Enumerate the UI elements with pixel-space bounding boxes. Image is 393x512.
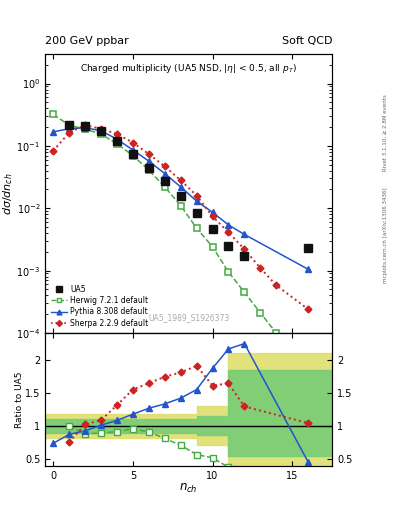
X-axis label: $n_{ch}$: $n_{ch}$ bbox=[179, 482, 198, 495]
Legend: UA5, Herwig 7.2.1 default, Pythia 8.308 default, Sherpa 2.2.9 default: UA5, Herwig 7.2.1 default, Pythia 8.308 … bbox=[49, 283, 150, 329]
Text: Rivet 3.1.10, ≥ 2.8M events: Rivet 3.1.10, ≥ 2.8M events bbox=[383, 95, 388, 172]
Text: UA5_1989_S1926373: UA5_1989_S1926373 bbox=[148, 313, 229, 322]
Text: 200 GeV ppbar: 200 GeV ppbar bbox=[45, 36, 129, 46]
Y-axis label: $d\sigma/dn_{ch}$: $d\sigma/dn_{ch}$ bbox=[1, 172, 15, 215]
Text: mcplots.cern.ch [arXiv:1306.3436]: mcplots.cern.ch [arXiv:1306.3436] bbox=[383, 188, 388, 283]
Y-axis label: Ratio to UA5: Ratio to UA5 bbox=[15, 371, 24, 428]
Text: Charged multiplicity (UA5 NSD, $|\eta|$ < 0.5, all $p_T$): Charged multiplicity (UA5 NSD, $|\eta|$ … bbox=[80, 62, 297, 75]
Text: Soft QCD: Soft QCD bbox=[282, 36, 332, 46]
